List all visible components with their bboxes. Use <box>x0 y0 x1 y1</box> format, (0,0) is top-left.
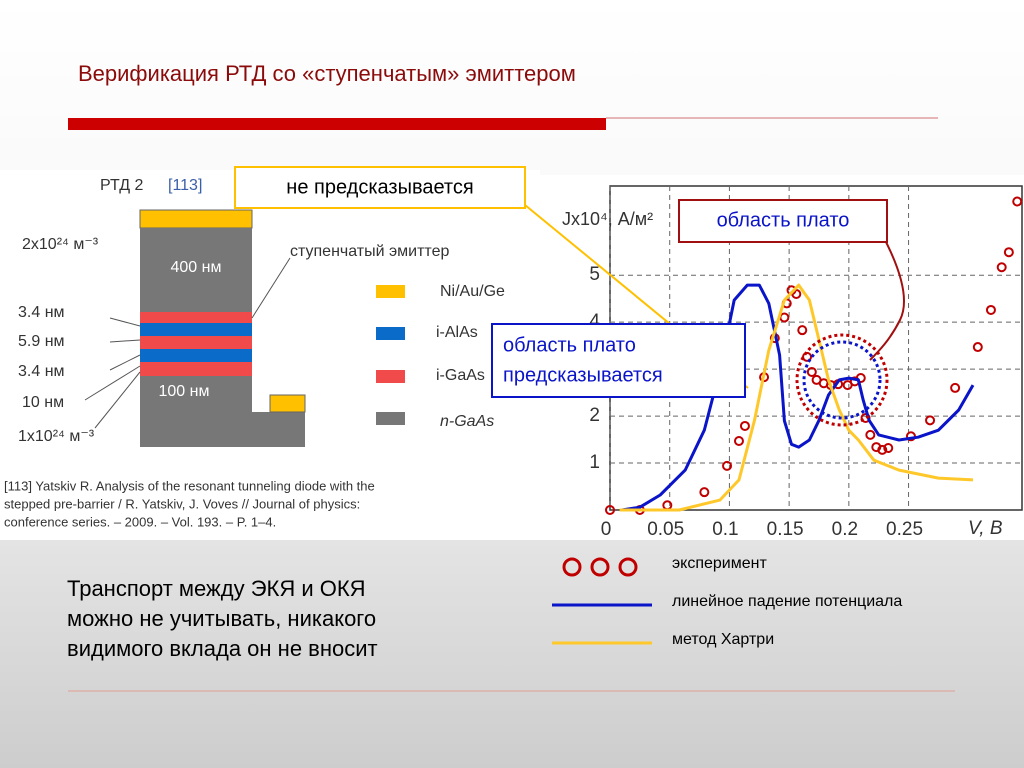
highlight <box>795 333 889 427</box>
figure-bg <box>0 170 540 540</box>
data-point <box>739 420 750 431</box>
layer <box>140 228 252 312</box>
legend-swatch <box>376 285 405 298</box>
data-point <box>996 262 1007 273</box>
label: 5.9 нм <box>18 333 65 350</box>
bottom-bg <box>0 540 1024 768</box>
x-tick-label: 0.25 <box>886 519 923 540</box>
data-point <box>806 366 817 377</box>
label: 1x10²⁴ м⁻³ <box>18 428 95 445</box>
data-point <box>865 429 876 440</box>
layer <box>140 376 305 447</box>
chart: 00.050.10.150.20.2512345Jx10⁴, А/м²V, В <box>562 185 1023 540</box>
reference: stepped pre-barrier / R. Yatskiv, J. Vov… <box>4 496 360 511</box>
data-point <box>791 289 802 299</box>
data-point <box>733 435 744 446</box>
y-tick-label: 2 <box>589 405 600 426</box>
layer <box>140 323 252 336</box>
callout <box>678 199 888 243</box>
label: 2x10²⁴ м⁻³ <box>22 236 99 253</box>
body-text: можно не учитывать, никакого <box>67 606 376 631</box>
data-line <box>619 283 974 512</box>
data-point <box>950 382 961 393</box>
layer <box>139 209 253 229</box>
data-point <box>722 460 733 471</box>
legend-marker <box>618 557 638 577</box>
legend-swatch <box>376 327 405 340</box>
data-point <box>605 505 615 515</box>
title: Верификация РТД со «ступенчатым» эмиттер… <box>78 61 576 86</box>
data-point <box>877 444 888 455</box>
x-tick-label: 0.1 <box>712 519 738 540</box>
legend-label: i-AlAs <box>436 324 478 341</box>
legend-label: эксперимент <box>672 555 767 572</box>
legend-swatch <box>376 370 405 383</box>
legend-label: Ni/Au/Ge <box>440 283 505 300</box>
layer <box>140 312 252 323</box>
leader-lines <box>84 257 291 429</box>
body-text: Транспорт между ЭКЯ и ОКЯ <box>67 576 366 601</box>
reference: conference series. – 2009. – Vol. 193. –… <box>4 514 276 529</box>
callout-text: предсказывается <box>503 364 663 386</box>
callout <box>234 166 526 209</box>
callout-text: не предсказывается <box>286 176 473 198</box>
data-point <box>883 443 894 454</box>
x-tick-label: 0 <box>601 519 612 540</box>
y-tick-label: 1 <box>589 452 600 473</box>
legend-label: линейное падение потенциала <box>672 593 902 610</box>
label: 10 нм <box>22 394 64 411</box>
legend-marker <box>590 557 610 577</box>
data-point <box>985 304 996 315</box>
x-axis-label: V, В <box>968 518 1003 539</box>
y-axis-label: Jx10⁴, А/м² <box>562 209 653 229</box>
callout <box>491 323 746 398</box>
layer-stack <box>139 209 306 447</box>
data-point <box>1012 196 1023 207</box>
diagram-heading: РТД 2 <box>100 177 143 194</box>
legend-label: метод Хартри <box>672 631 774 648</box>
data-point <box>699 487 710 498</box>
body-text: видимого вклада он не вносит <box>67 636 378 661</box>
highlight <box>802 340 882 420</box>
pointer <box>869 241 906 361</box>
legend-label: n-GaAs <box>440 413 494 430</box>
title-bar <box>68 118 606 130</box>
legend: эксперимент линейное падение потенциала ме… <box>552 555 902 648</box>
contact <box>269 394 306 413</box>
reference: [113] Yatskiv R. Analysis of the resonan… <box>4 478 375 493</box>
label: 400 нм <box>171 259 222 276</box>
data-point <box>1003 247 1014 258</box>
callout-text: область плато <box>717 209 850 231</box>
diagram-ref: [113] <box>168 177 202 194</box>
data-point <box>925 415 936 426</box>
legend-label: i-GaAs <box>436 367 485 384</box>
layer <box>140 362 252 376</box>
legend-swatch <box>376 412 405 425</box>
label: 100 нм <box>159 383 210 400</box>
x-tick-label: 0.2 <box>832 519 858 540</box>
legend-marker <box>562 557 582 577</box>
x-tick-label: 0.05 <box>647 519 684 540</box>
label: 3.4 нм <box>18 363 65 380</box>
y-tick-label: 4 <box>589 311 600 332</box>
data-line <box>621 283 975 512</box>
callout-text: область плато <box>503 334 636 356</box>
y-tick-label: 5 <box>589 264 600 285</box>
label: 3.4 нм <box>18 304 65 321</box>
data-point <box>797 325 808 336</box>
label: ступенчатый эмиттер <box>290 243 449 260</box>
layer <box>140 336 252 349</box>
data-point <box>972 342 983 353</box>
layer <box>140 349 252 362</box>
data-point <box>855 373 866 384</box>
x-tick-label: 0.15 <box>767 519 804 540</box>
